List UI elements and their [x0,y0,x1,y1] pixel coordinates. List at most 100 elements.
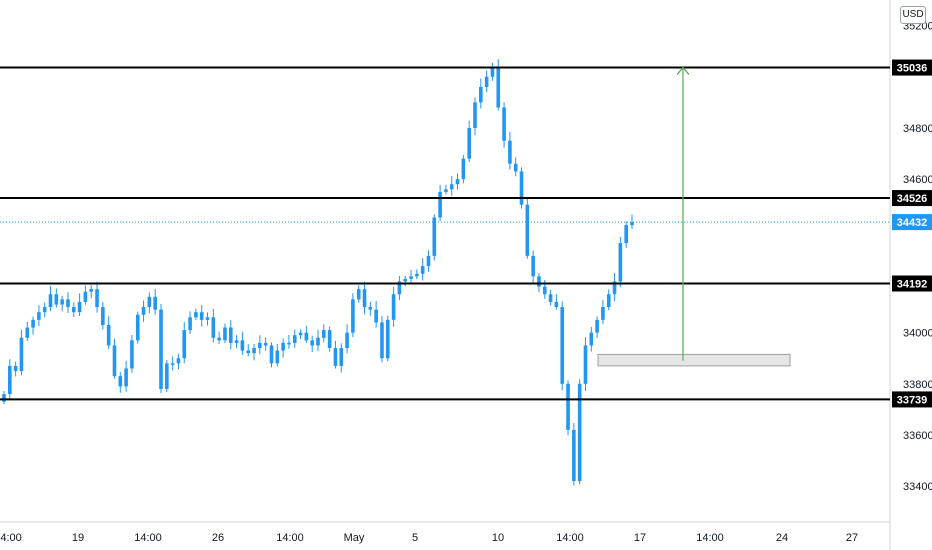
candle-body [403,278,408,282]
candle-body [484,76,489,87]
candle-body [351,299,355,333]
candle-body [298,332,303,336]
candle-body [211,317,216,338]
level-price-tag [892,391,932,408]
candle-body [630,222,634,226]
candle-body [176,358,181,364]
candle-body [269,345,274,364]
candle-body [240,340,245,351]
candle-body [362,289,367,308]
candle-body [234,340,239,343]
candle-body [199,312,204,320]
y-tick-label: 34600 [903,174,932,186]
candle-body [490,66,495,77]
candle-body [380,322,384,359]
candle-body [165,363,169,389]
candle-body [37,312,41,320]
candle-body [304,332,309,341]
candle-body [601,307,605,320]
candle-body [310,340,314,346]
candle-body [205,317,210,320]
x-tick-label: 24 [776,532,788,544]
candle-body [327,330,332,348]
candle-body [287,342,291,345]
candle-body [473,102,477,128]
candle-body [589,332,594,346]
candle-body [368,307,373,310]
candle-body [444,189,448,192]
candle-body [316,337,320,346]
level-price-tag-label: 34192 [897,279,928,291]
level-price-tag-label: 33739 [897,394,928,406]
candle-body [25,327,30,338]
candle-body [496,66,501,108]
candle-body [124,368,128,387]
x-tick-label: 10 [492,532,504,544]
candle-body [217,337,221,341]
candle-body [542,286,547,295]
candle-body [188,317,192,331]
candle-body [275,350,280,364]
x-tick-label: 14:00 [0,532,22,544]
candle-body [612,281,617,295]
candle-body [246,350,251,354]
candle-body [48,294,53,308]
candle-body [106,324,111,346]
candle-body [194,312,198,318]
candle-body [281,342,285,351]
candle-body [397,281,402,295]
candle-body [432,217,437,256]
candle-body [77,301,82,313]
overlay-layer [0,66,890,401]
candle-body [479,87,483,103]
x-tick-label: 5 [412,532,418,544]
candle-body [391,294,396,320]
candle-body [339,348,344,366]
candle-body [8,365,12,395]
level-price-tag [892,59,932,76]
candle-body [537,276,541,287]
candle-body [83,291,88,302]
candle-body [153,296,157,310]
candle-body [19,337,24,372]
y-tick-label: 34800 [903,123,932,135]
candle-body [112,345,117,377]
candle-body [560,307,565,384]
candle-body [228,327,233,343]
candle-body [415,273,419,277]
x-tick-label: 19 [72,532,84,544]
candle-body [618,243,623,282]
y-tick-label: 33800 [903,379,932,391]
support-zone-rect[interactable] [597,353,791,367]
candle-body [572,429,576,482]
currency-button[interactable]: USD [900,6,926,24]
candle-body [66,299,70,308]
candle-body [548,294,553,302]
candle-body [71,307,76,313]
candle-body [130,340,134,369]
candle-body [583,345,588,384]
candle-body [508,140,512,164]
candle-body [252,348,256,354]
y-tick-label: 34000 [903,328,932,340]
x-tick-label: 17 [634,532,646,544]
candle-body [263,342,268,346]
candle-body [461,158,466,180]
y-tick-label: 35200 [903,21,932,33]
current-price-tag [892,214,932,231]
candle-body [322,330,326,338]
level-price-tag-label: 34526 [897,193,928,205]
candle-body [606,294,611,308]
y-tick-label: 33400 [903,481,932,493]
candle-body [449,184,454,190]
candle-body [292,335,297,343]
candle-body [513,163,518,172]
candle-body [345,332,349,348]
candle-body [147,296,152,308]
candle-body [258,342,262,348]
candle-body [409,276,413,279]
time-axis: 14:00 19 14:00 26 14:00 May 5 10 14:00 17 14:00 24 2… [0,532,858,544]
candle-body [554,301,559,308]
candle-body [159,309,163,389]
